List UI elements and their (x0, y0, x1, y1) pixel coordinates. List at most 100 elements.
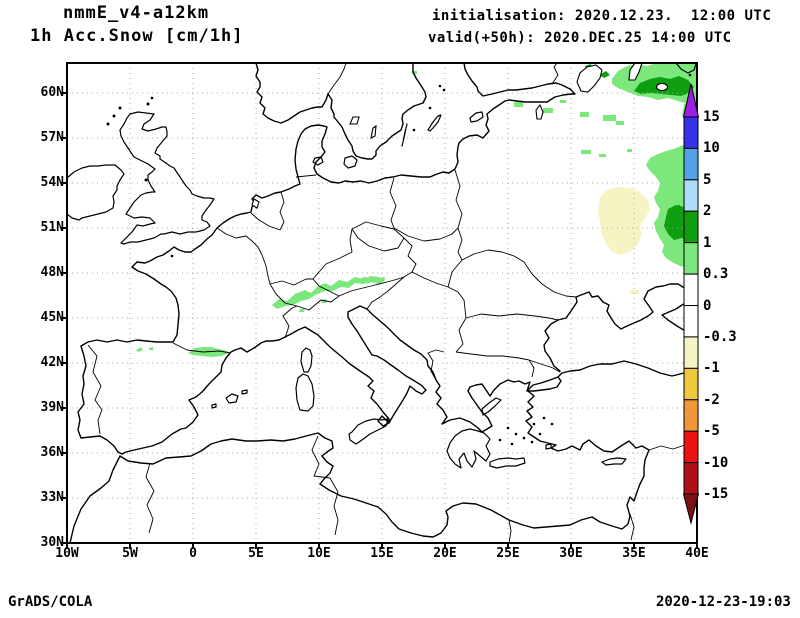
snow-speck2 (543, 108, 553, 113)
snow-speck3 (580, 112, 589, 117)
lat-label-33N: 33N (40, 490, 64, 505)
lat-label-60N: 60N (40, 85, 64, 100)
snow-speck9 (560, 100, 566, 103)
border-hungary-romania (447, 249, 525, 288)
island-gotland (427, 114, 442, 132)
colorbar-segment-7 (683, 336, 699, 369)
lon-label-40E: 40E (685, 546, 709, 561)
snow-patch-cantabria1 (136, 347, 143, 352)
snow-patch-alps-s1 (299, 308, 305, 312)
snow-speck4 (603, 115, 616, 121)
coast-marmara-north (526, 376, 559, 392)
coast-blacksea-north-crimea-azov (543, 283, 698, 372)
colorbar-tick-15: 15 (703, 109, 720, 125)
snow-patch-cantabria2 (149, 347, 153, 350)
small-islands (106, 73, 692, 446)
border-germany-austria (312, 228, 353, 280)
border-czechoslovakia (351, 221, 405, 252)
colorbar-tick-0.3: 0.3 (703, 266, 729, 283)
colorbar-segment-3 (683, 210, 699, 244)
colorbar-arrow-bottom (682, 493, 700, 525)
lon-label-5E: 5E (248, 546, 264, 561)
colorbar-segment-0 (683, 116, 699, 149)
islands-and-lakes (106, 62, 697, 469)
colorbar-tick-1: 1 (703, 234, 712, 251)
lat-label-30N: 30N (40, 535, 64, 550)
border-greece-turkey (528, 359, 535, 378)
border-netherlands-germany (279, 191, 285, 231)
lat-label-36N: 36N (40, 445, 64, 460)
plot-timestamp: 2020-12-23-19:03 (656, 594, 791, 610)
border-portugal-spain (87, 344, 103, 435)
colorbar-tick-5: 5 (703, 171, 712, 188)
coast-ireland (66, 164, 125, 221)
border-hungary-yugoslavia (411, 271, 467, 319)
island-zealand (343, 155, 358, 169)
colorbar-segment-2 (683, 179, 699, 212)
island-crete (489, 457, 526, 469)
border-germany-poland (389, 177, 397, 229)
border-austria-italy-slovenia (338, 276, 405, 310)
island-sicily (348, 418, 389, 445)
lat-label-57N: 57N (40, 130, 64, 145)
negative-speck (630, 290, 639, 294)
colorbar-segment-6 (683, 305, 699, 338)
coast-iberia-atlantic-northsea-baltic (77, 62, 576, 439)
coast-mediterranean-adriatic-aegean (99, 305, 531, 455)
snow-speck-dark1 (599, 71, 610, 78)
lat-label-42N: 42N (40, 355, 64, 370)
island-euboea (481, 397, 502, 416)
colorbar-tick--2: -2 (703, 391, 720, 408)
colorbar-tick-0: 0 (703, 297, 712, 314)
lat-label-51N: 51N (40, 220, 64, 235)
border-poland-czechoslovakia (393, 227, 459, 242)
lat-label-45N: 45N (40, 310, 64, 325)
lake-vanern (349, 116, 360, 125)
island-oland (401, 123, 408, 147)
valid-time-label: valid(+50h): 2020.DEC.25 14:00 UTC (428, 30, 732, 46)
coast-whitesea-fragment (675, 62, 697, 74)
island-menorca (241, 389, 248, 395)
lat-label-39N: 39N (40, 400, 64, 415)
colorbar-segment-5 (683, 273, 699, 307)
lat-label-54N: 54N (40, 175, 64, 190)
lon-label-25E: 25E (496, 546, 520, 561)
border-romania-ussr (523, 261, 577, 298)
lon-label-20E: 20E (433, 546, 457, 561)
island-funen (312, 156, 324, 166)
border-yugoslavia-bulgaria (455, 317, 467, 353)
colorbar (682, 83, 700, 525)
island-cyprus (601, 457, 627, 466)
border-france-belgium-germany (216, 227, 271, 285)
lon-label-0: 0 (189, 546, 197, 561)
colorbar-tick-10: 10 (703, 140, 720, 157)
border-israel-jordan (629, 513, 635, 541)
colorbar-tick--15: -15 (703, 486, 729, 503)
border-finland-ussr (551, 62, 559, 85)
lake-vattern (370, 124, 377, 139)
border-libya-tunisia (329, 477, 339, 536)
plot-title-model: nmmE_v4-a12km (63, 3, 210, 23)
island-saaremaa (469, 111, 484, 123)
coast-scandinavia (255, 62, 427, 160)
snow-patch-alps (272, 276, 385, 309)
lake-ladoga (576, 64, 603, 93)
border-norway-sweden (327, 62, 347, 95)
border-bulgaria-turkey (528, 359, 561, 373)
plot-title-variable: 1h Acc.Snow [cm/1h] (30, 26, 244, 46)
lake-peipus (535, 103, 544, 120)
colorbar-segment-4 (683, 242, 699, 275)
snow-speck-dark3 (674, 205, 681, 211)
colorbar-tick--5: -5 (703, 423, 720, 440)
snow-speck8 (627, 149, 632, 152)
coast-africa-levant-turkey (69, 360, 698, 544)
snow-patches (136, 63, 697, 357)
peloponnese (446, 428, 491, 469)
lon-label-10W: 10W (55, 546, 79, 561)
lon-label-15E: 15E (370, 546, 394, 561)
lake-ijsselmeer (251, 198, 260, 209)
colorbar-tick-2: 2 (703, 203, 712, 220)
lon-label-10E: 10E (307, 546, 331, 561)
